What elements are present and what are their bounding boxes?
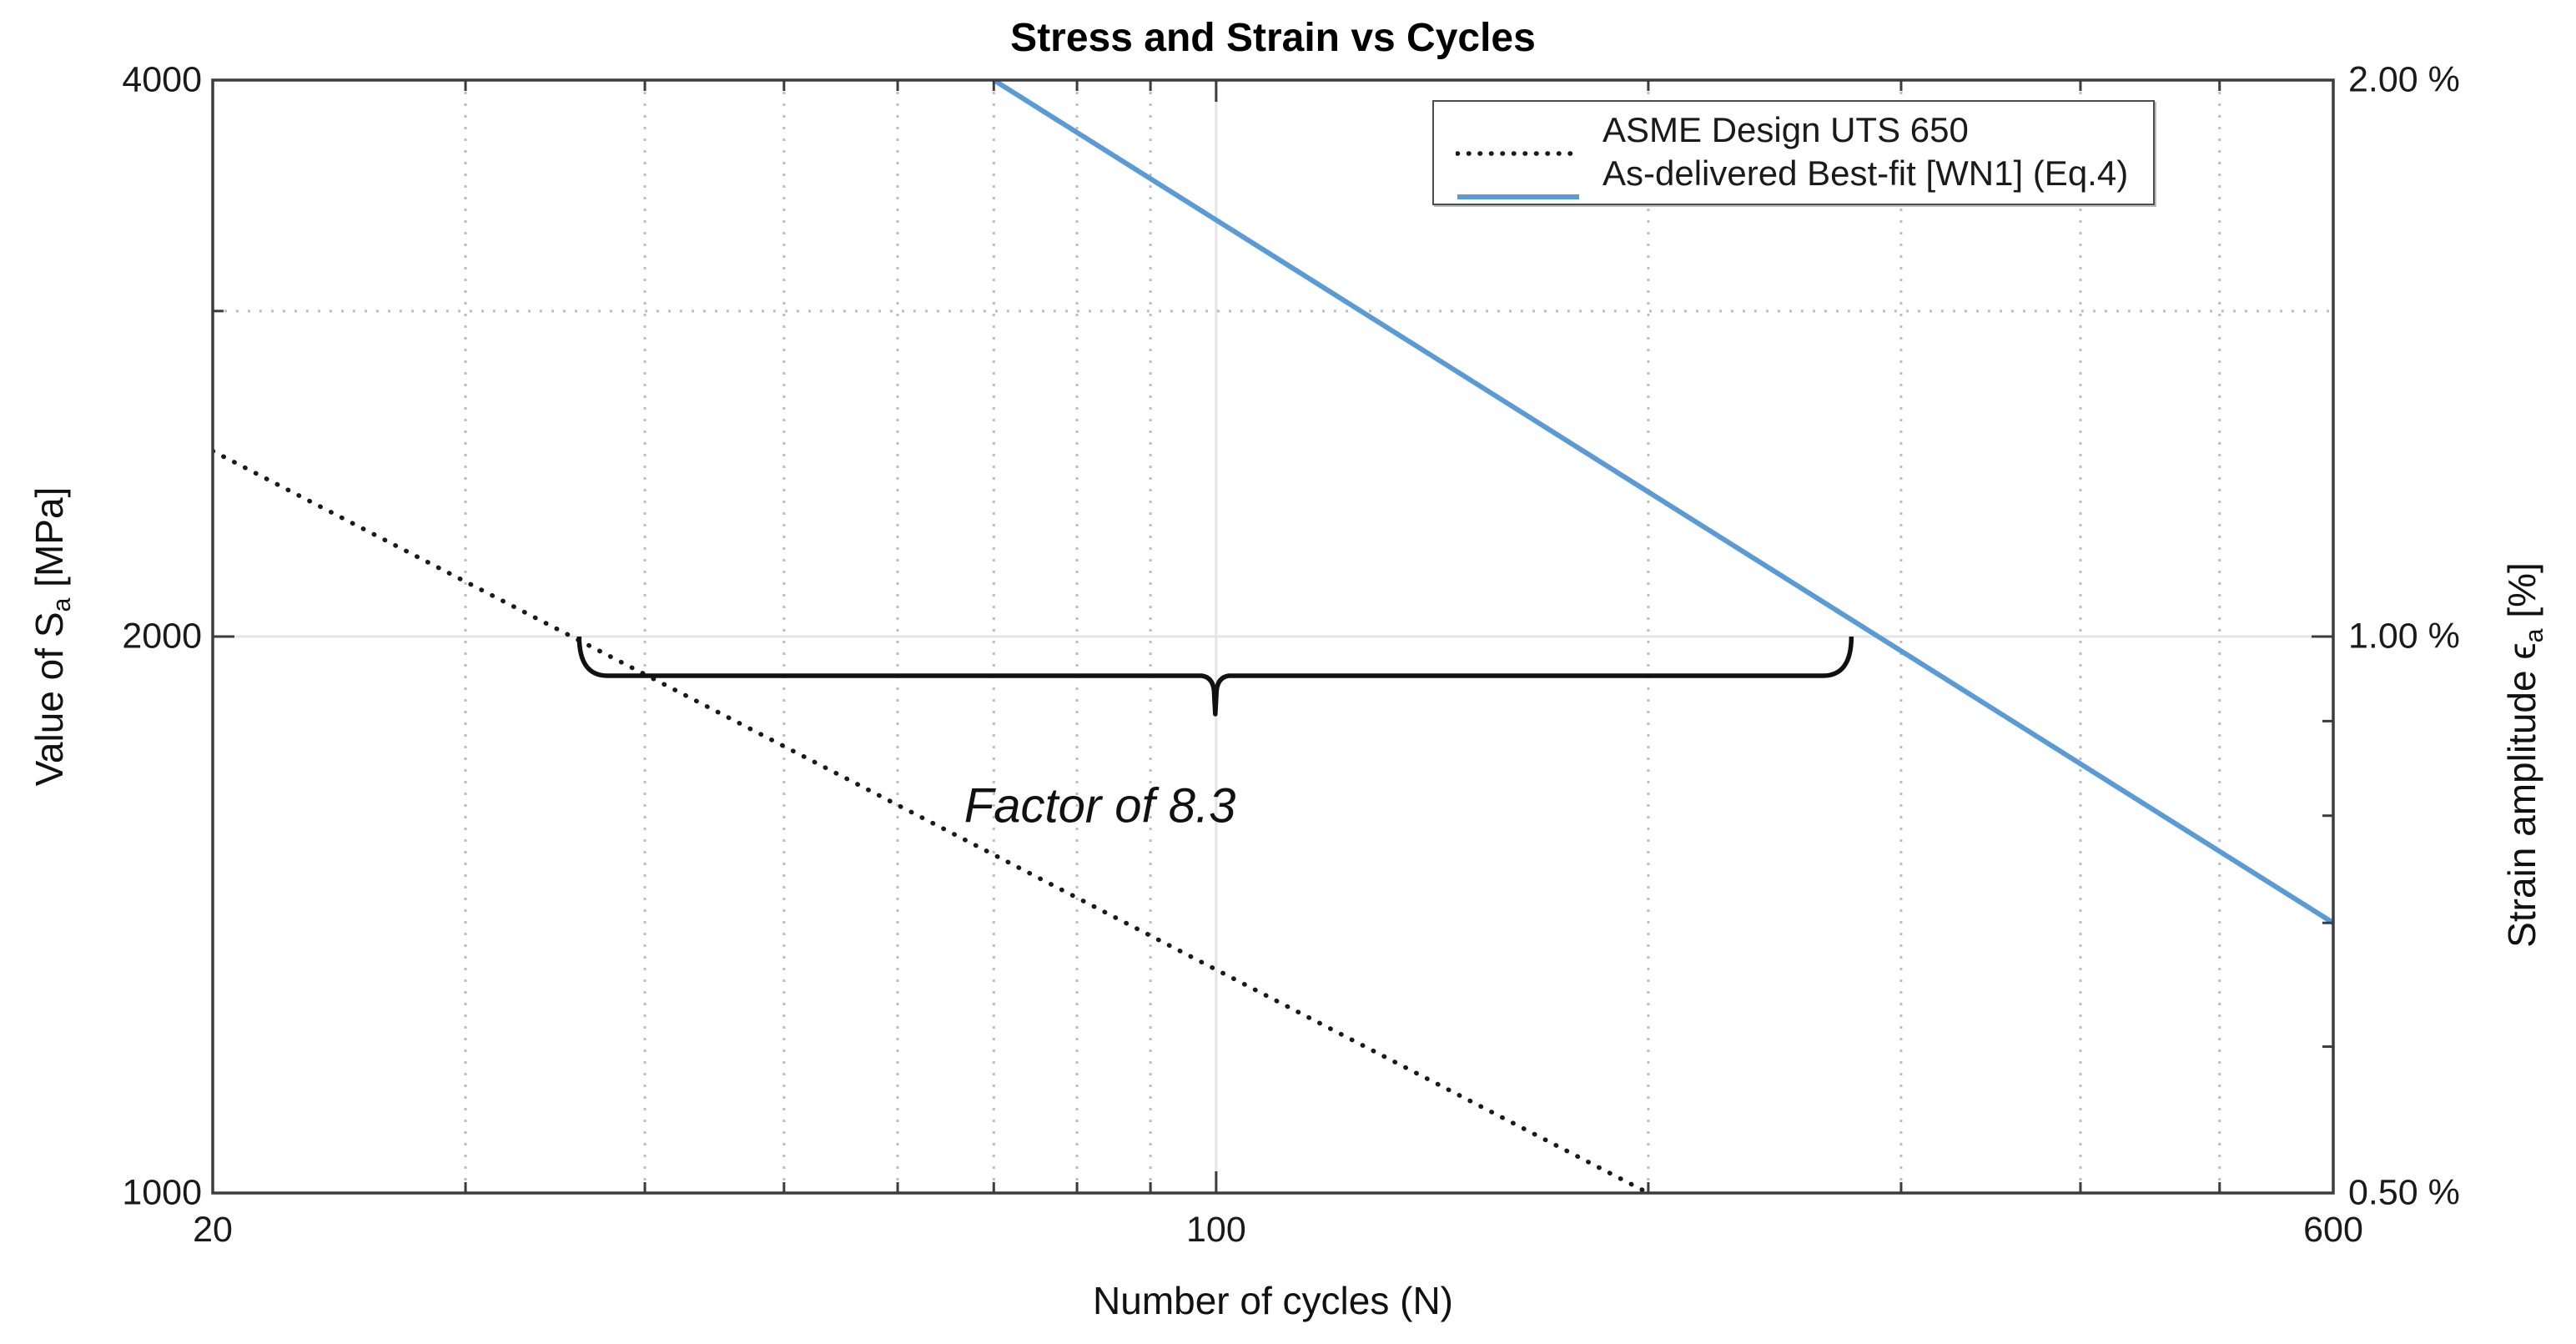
y-axis-title-left: Value of Sa [MPa] [27,487,77,787]
chart-title: Stress and Strain vs Cycles [1010,16,1536,60]
y-right-tick-label: 0.50 % [2348,1172,2460,1213]
legend-box: ASME Design UTS 650 As-delivered Best-fi… [1432,100,2156,205]
y-left-tick-label: 1000 [122,1172,202,1213]
legend-label-asme: ASME Design UTS 650 [1602,110,1969,149]
series-line-bestfit [992,80,2333,925]
y-right-tick-label: 1.00 % [2348,616,2460,657]
y-right-label-pre: Strain amplitude [2499,659,2543,948]
y-left-label-pre: Value of S [27,612,71,787]
y-right-label-post: [%] [2499,562,2543,629]
y-right-label-subscript: a [2521,628,2549,643]
factor-annotation: Factor of 8.3 [963,778,1236,833]
y-left-label-subscript: a [48,597,77,612]
legend-label-bestfit: As-delivered Best-fit [WN1] (Eq.4) [1602,154,2129,193]
y-right-label-symbol: ϵ [2499,642,2543,660]
y-left-tick-label: 4000 [122,59,202,100]
y-left-tick-label: 2000 [122,616,202,657]
y-axis-title-right: Strain amplitude ϵa [%] [2499,562,2549,948]
x-axis-title: Number of cycles (N) [1093,1279,1453,1322]
legend-item-bestfit: As-delivered Best-fit [WN1] (Eq.4) [1456,154,2129,199]
dotted-line-sample-icon [1455,126,1582,156]
brace-annotation [576,636,1854,717]
solid-line-sample-icon [1456,169,1581,199]
x-tick-label: 600 [2303,1210,2363,1250]
x-tick-label: 100 [1185,1210,1246,1250]
legend-item-asme: ASME Design UTS 650 [1455,110,2128,156]
y-left-label-post: [MPa] [27,486,71,598]
x-tick-label: 20 [193,1210,233,1250]
y-right-tick-label: 2.00 % [2348,59,2460,100]
